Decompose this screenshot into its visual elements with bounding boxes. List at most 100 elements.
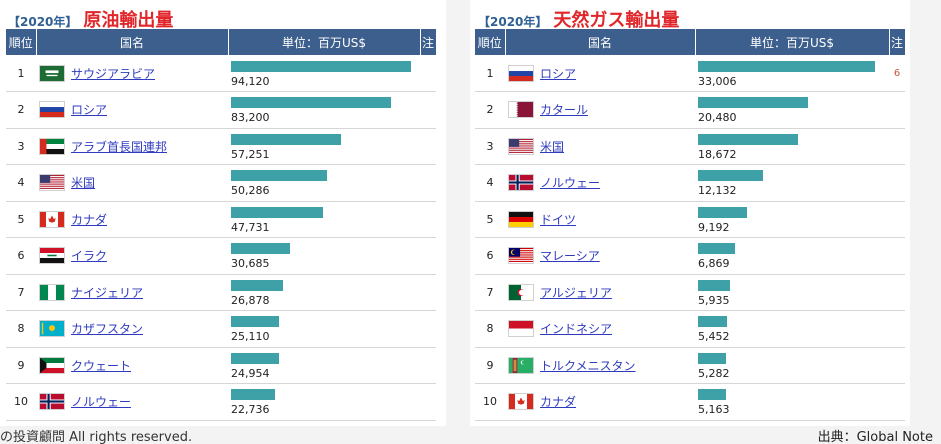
rank-header[interactable]: 順位 [6, 29, 37, 55]
country-link[interactable]: カナダ [71, 212, 108, 227]
table-row: 3 米国 18,672 [475, 128, 905, 165]
note-cell [420, 237, 436, 275]
table-row: 4 ノルウェー 12,132 [475, 164, 905, 202]
rank-cell: 9 [6, 347, 36, 384]
country-link[interactable]: ドイツ [540, 212, 577, 227]
rank-cell: 9 [475, 347, 505, 384]
country-cell: カタール [505, 91, 695, 129]
value-label: 5,163 [698, 403, 730, 417]
country-link[interactable]: トルクメニスタン [540, 358, 636, 373]
value-bar [231, 60, 412, 72]
country-cell: クウェート [36, 347, 228, 384]
value-bar [698, 133, 799, 145]
bar-cell: 33,006 [695, 55, 889, 92]
value-bar [698, 316, 728, 328]
value-label: 25,110 [231, 330, 270, 344]
rank-cell: 3 [6, 128, 36, 165]
russia-flag-icon [508, 64, 534, 82]
note-cell [889, 347, 905, 384]
country-link[interactable]: ロシア [71, 103, 108, 118]
bar-cell: 26,878 [228, 274, 420, 311]
rank-cell: 1 [6, 55, 36, 92]
country-header[interactable]: 国名 [36, 29, 229, 55]
country-link[interactable]: カタール [540, 103, 589, 118]
value-bar [231, 170, 328, 182]
uae-flag-icon [39, 137, 65, 155]
country-header[interactable]: 国名 [505, 29, 696, 55]
table-row: 8 カザフスタン 25,110 [6, 310, 436, 348]
country-cell: カザフスタン [36, 310, 228, 348]
country-link[interactable]: 米国 [540, 139, 565, 154]
table-row: 3 アラブ首長国連邦 57,251 [6, 128, 436, 165]
note-cell [420, 310, 436, 348]
country-cell: マレーシア [505, 237, 695, 275]
country-link[interactable]: クウェート [71, 358, 132, 373]
year-label: 【2020年】 [8, 15, 78, 29]
country-cell: ドイツ [505, 201, 695, 238]
rank-cell: 5 [475, 201, 505, 238]
value-bar [698, 60, 876, 72]
bar-cell: 5,452 [695, 310, 889, 348]
value-bar [231, 352, 279, 364]
country-link[interactable]: カナダ [540, 395, 577, 410]
value-bar [231, 206, 323, 218]
russia-flag-icon [39, 101, 65, 119]
country-cell: ロシア [505, 55, 695, 92]
rank-header[interactable]: 順位 [475, 29, 506, 55]
value-label: 83,200 [231, 111, 270, 125]
rank-cell: 7 [475, 274, 505, 311]
country-link[interactable]: アラブ首長国連邦 [71, 139, 168, 154]
note-header: 注 [420, 29, 437, 55]
country-cell: インドネシア [505, 310, 695, 348]
rank-cell: 10 [6, 383, 36, 421]
country-link[interactable]: アルジェリア [540, 285, 612, 300]
natural-gas-table: 順位 国名 単位：百万US$ 注 1 ロシア 33,006 6 2 カタール 20,480 3… [475, 29, 906, 421]
bar-cell: 12,132 [695, 164, 889, 202]
value-bar [698, 97, 808, 109]
usa-flag-icon [508, 137, 534, 155]
value-label: 22,736 [231, 403, 270, 417]
bar-cell: 20,480 [695, 91, 889, 129]
unit-header[interactable]: 単位：百万US$ [228, 29, 421, 55]
value-label: 24,954 [231, 366, 270, 380]
note-cell [420, 91, 436, 129]
country-cell: アルジェリア [505, 274, 695, 311]
table-row: 9 クウェート 24,954 [6, 347, 436, 384]
country-link[interactable]: ロシア [540, 66, 577, 81]
country-link[interactable]: 米国 [71, 176, 96, 191]
country-link[interactable]: インドネシア [540, 322, 613, 337]
table-row: 10 カナダ 5,163 [475, 383, 905, 421]
rank-cell: 5 [6, 201, 36, 238]
value-label: 18,672 [698, 147, 737, 161]
rank-cell: 3 [475, 128, 505, 165]
country-cell: 米国 [505, 128, 695, 165]
country-link[interactable]: カザフスタン [71, 322, 144, 337]
unit-header[interactable]: 単位：百万US$ [695, 29, 890, 55]
country-link[interactable]: ノルウェー [71, 395, 132, 410]
qatar-flag-icon [508, 101, 534, 119]
country-link[interactable]: ノルウェー [540, 176, 601, 191]
table-row: 10 ノルウェー 22,736 [6, 383, 436, 421]
country-cell: サウジアラビア [36, 55, 228, 92]
note-cell [420, 274, 436, 311]
crude-oil-table: 順位 国名 単位：百万US$ 注 1 サウジアラビア 94,120 2 ロシア 83,20… [6, 29, 437, 421]
value-bar [698, 206, 748, 218]
kuwait-flag-icon [39, 356, 65, 374]
value-label: 12,132 [698, 184, 737, 198]
value-label: 5,935 [698, 293, 730, 307]
table-row: 1 ロシア 33,006 6 [475, 55, 905, 92]
bar-cell: 57,251 [228, 128, 420, 165]
table-header: 順位 国名 単位：百万US$ 注 [475, 29, 906, 55]
bar-cell: 24,954 [228, 347, 420, 384]
value-label: 94,120 [231, 74, 270, 88]
country-link[interactable]: サウジアラビア [71, 66, 156, 81]
note-cell [420, 201, 436, 238]
note-cell [420, 128, 436, 165]
country-link[interactable]: マレーシア [540, 249, 600, 264]
country-link[interactable]: イラク [71, 249, 108, 264]
bar-cell: 5,282 [695, 347, 889, 384]
value-label: 6,869 [698, 257, 730, 271]
copyright-text: の投資顧問 All rights reserved. [0, 430, 193, 444]
country-link[interactable]: ナイジェリア [71, 285, 144, 300]
saudi-arabia-flag-icon [39, 64, 65, 82]
